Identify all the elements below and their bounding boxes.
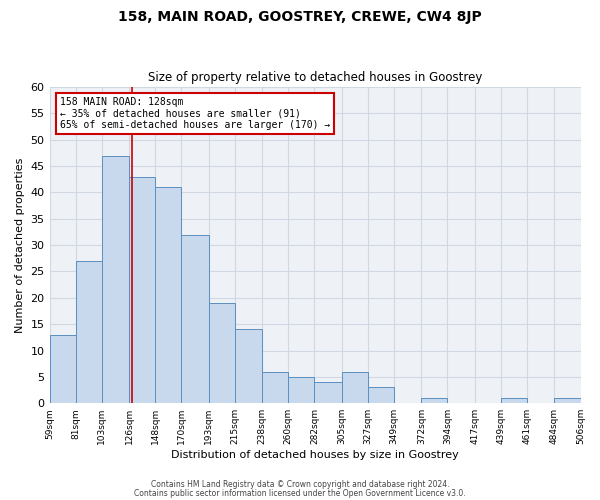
Bar bbox=[181, 234, 209, 403]
Title: Size of property relative to detached houses in Goostrey: Size of property relative to detached ho… bbox=[148, 72, 482, 85]
Bar bbox=[421, 398, 448, 403]
Bar bbox=[155, 187, 181, 403]
Bar bbox=[262, 372, 288, 403]
X-axis label: Distribution of detached houses by size in Goostrey: Distribution of detached houses by size … bbox=[171, 450, 459, 460]
Bar bbox=[314, 382, 342, 403]
Y-axis label: Number of detached properties: Number of detached properties bbox=[15, 158, 25, 333]
Bar bbox=[235, 330, 262, 403]
Bar bbox=[501, 398, 527, 403]
Bar bbox=[368, 388, 394, 403]
Text: 158 MAIN ROAD: 128sqm
← 35% of detached houses are smaller (91)
65% of semi-deta: 158 MAIN ROAD: 128sqm ← 35% of detached … bbox=[60, 96, 331, 130]
Bar bbox=[554, 398, 581, 403]
Bar bbox=[129, 176, 155, 403]
Text: Contains HM Land Registry data © Crown copyright and database right 2024.: Contains HM Land Registry data © Crown c… bbox=[151, 480, 449, 489]
Text: 158, MAIN ROAD, GOOSTREY, CREWE, CW4 8JP: 158, MAIN ROAD, GOOSTREY, CREWE, CW4 8JP bbox=[118, 10, 482, 24]
Bar bbox=[209, 303, 235, 403]
Bar bbox=[102, 156, 129, 403]
Bar bbox=[288, 377, 314, 403]
Bar bbox=[342, 372, 368, 403]
Bar bbox=[50, 334, 76, 403]
Bar bbox=[76, 261, 102, 403]
Text: Contains public sector information licensed under the Open Government Licence v3: Contains public sector information licen… bbox=[134, 489, 466, 498]
